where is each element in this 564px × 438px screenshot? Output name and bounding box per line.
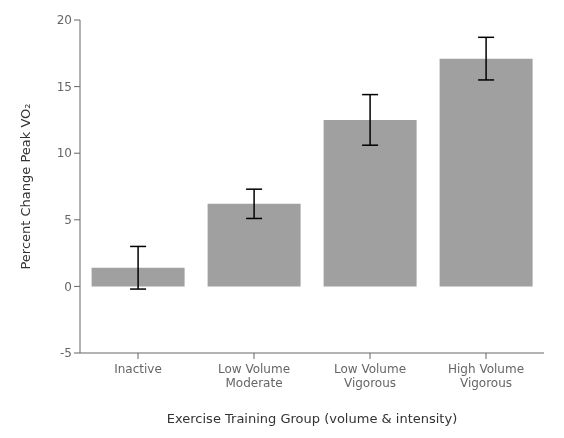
svg-text:-5: -5: [60, 346, 72, 360]
svg-text:Percent Change Peak VO₂: Percent Change Peak VO₂: [18, 103, 33, 269]
svg-text:High VolumeVigorous: High VolumeVigorous: [448, 362, 524, 390]
svg-text:5: 5: [64, 213, 72, 227]
svg-text:20: 20: [57, 13, 72, 27]
svg-text:10: 10: [57, 146, 72, 160]
svg-text:Exercise Training Group (volum: Exercise Training Group (volume & intens…: [167, 411, 457, 426]
svg-text:Inactive: Inactive: [114, 362, 162, 376]
svg-text:Low VolumeModerate: Low VolumeModerate: [218, 362, 290, 390]
svg-text:Low VolumeVigorous: Low VolumeVigorous: [334, 362, 406, 390]
svg-text:0: 0: [64, 280, 72, 294]
svg-text:15: 15: [57, 80, 72, 94]
